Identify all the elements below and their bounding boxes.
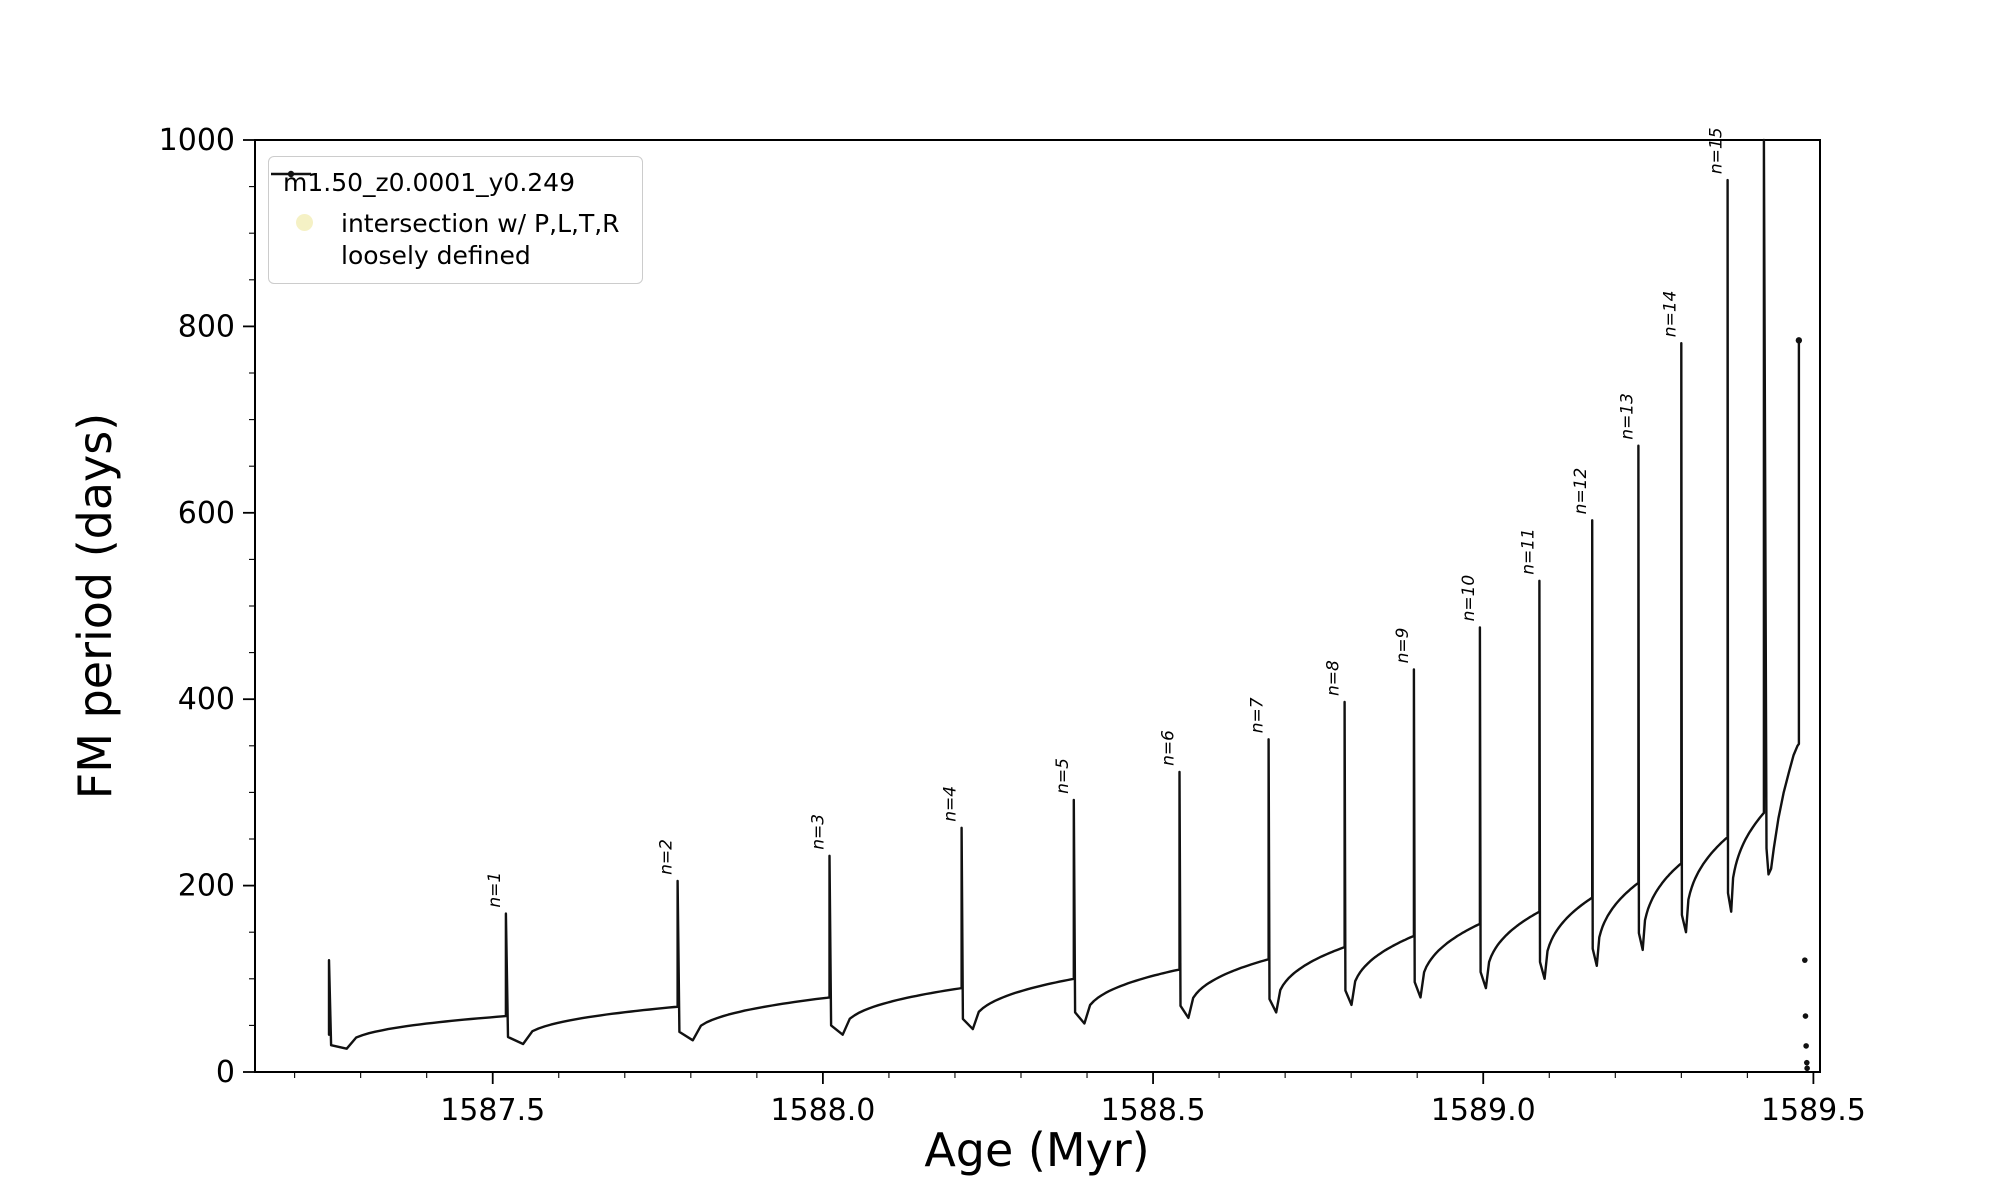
spike-label: n=15 [1707, 127, 1727, 174]
x-axis-label: Age (Myr) [924, 1123, 1150, 1177]
spike-label: n=7 [1248, 697, 1268, 733]
legend-intersection-label: intersection w/ P,L,T,R loosely defined [341, 209, 620, 270]
spike-label: n=5 [1053, 758, 1073, 794]
y-tick-label: 600 [178, 496, 235, 531]
line-with-dot-marker-icon [271, 170, 311, 178]
y-tick-label: 400 [178, 682, 235, 717]
y-tick-label: 800 [178, 309, 235, 344]
legend-series-label: m1.50_z0.0001_y0.249 [283, 168, 575, 197]
legend-item-series: m1.50_z0.0001_y0.249 [271, 167, 620, 198]
axis-ticks: 1587.5 1588.0 1588.5 1589.0 1589.5 0 200 400 600… [159, 123, 1866, 1128]
x-tick-label: 1588.0 [770, 1093, 875, 1128]
legend-item-intersection: intersection w/ P,L,T,R loosely defined [283, 208, 620, 271]
spike-label: n=11 [1518, 528, 1538, 575]
spike-label: n=9 [1393, 628, 1413, 664]
y-tick-label: 1000 [159, 123, 235, 158]
spike-label: n=3 [809, 814, 829, 850]
x-tick-label: 1587.5 [440, 1093, 545, 1128]
y-tick-label: 200 [178, 869, 235, 904]
legend: m1.50_z0.0001_y0.249 intersection w/ P,L… [268, 156, 643, 284]
spike-label: n=10 [1459, 575, 1479, 622]
x-tick-label: 1589.5 [1761, 1093, 1866, 1128]
spike-label: n=1 [485, 872, 505, 908]
x-tick-label: 1588.5 [1101, 1093, 1206, 1128]
spike-label: n=12 [1571, 468, 1591, 515]
intersection-dot-marker-icon [296, 214, 313, 232]
series-curve [327, 138, 1801, 1050]
spike-label: n=4 [941, 786, 961, 822]
spike-label: n=2 [657, 839, 677, 875]
y-axis-label: FM period (days) [68, 412, 122, 800]
spike-label: n=6 [1159, 730, 1179, 766]
spike-labels: n=1 n=2 n=3 n=4 n=5 n=6 n=7 n=8 n=9 n=10 n=11 n=12 n… [485, 127, 1727, 907]
x-tick-label: 1589.0 [1431, 1093, 1536, 1128]
spike-label: n=14 [1660, 291, 1680, 338]
spike-label: n=13 [1617, 393, 1637, 440]
y-tick-label: 0 [216, 1055, 235, 1090]
spike-label: n=8 [1324, 660, 1344, 696]
end-scatter-dots [1795, 337, 1810, 1072]
